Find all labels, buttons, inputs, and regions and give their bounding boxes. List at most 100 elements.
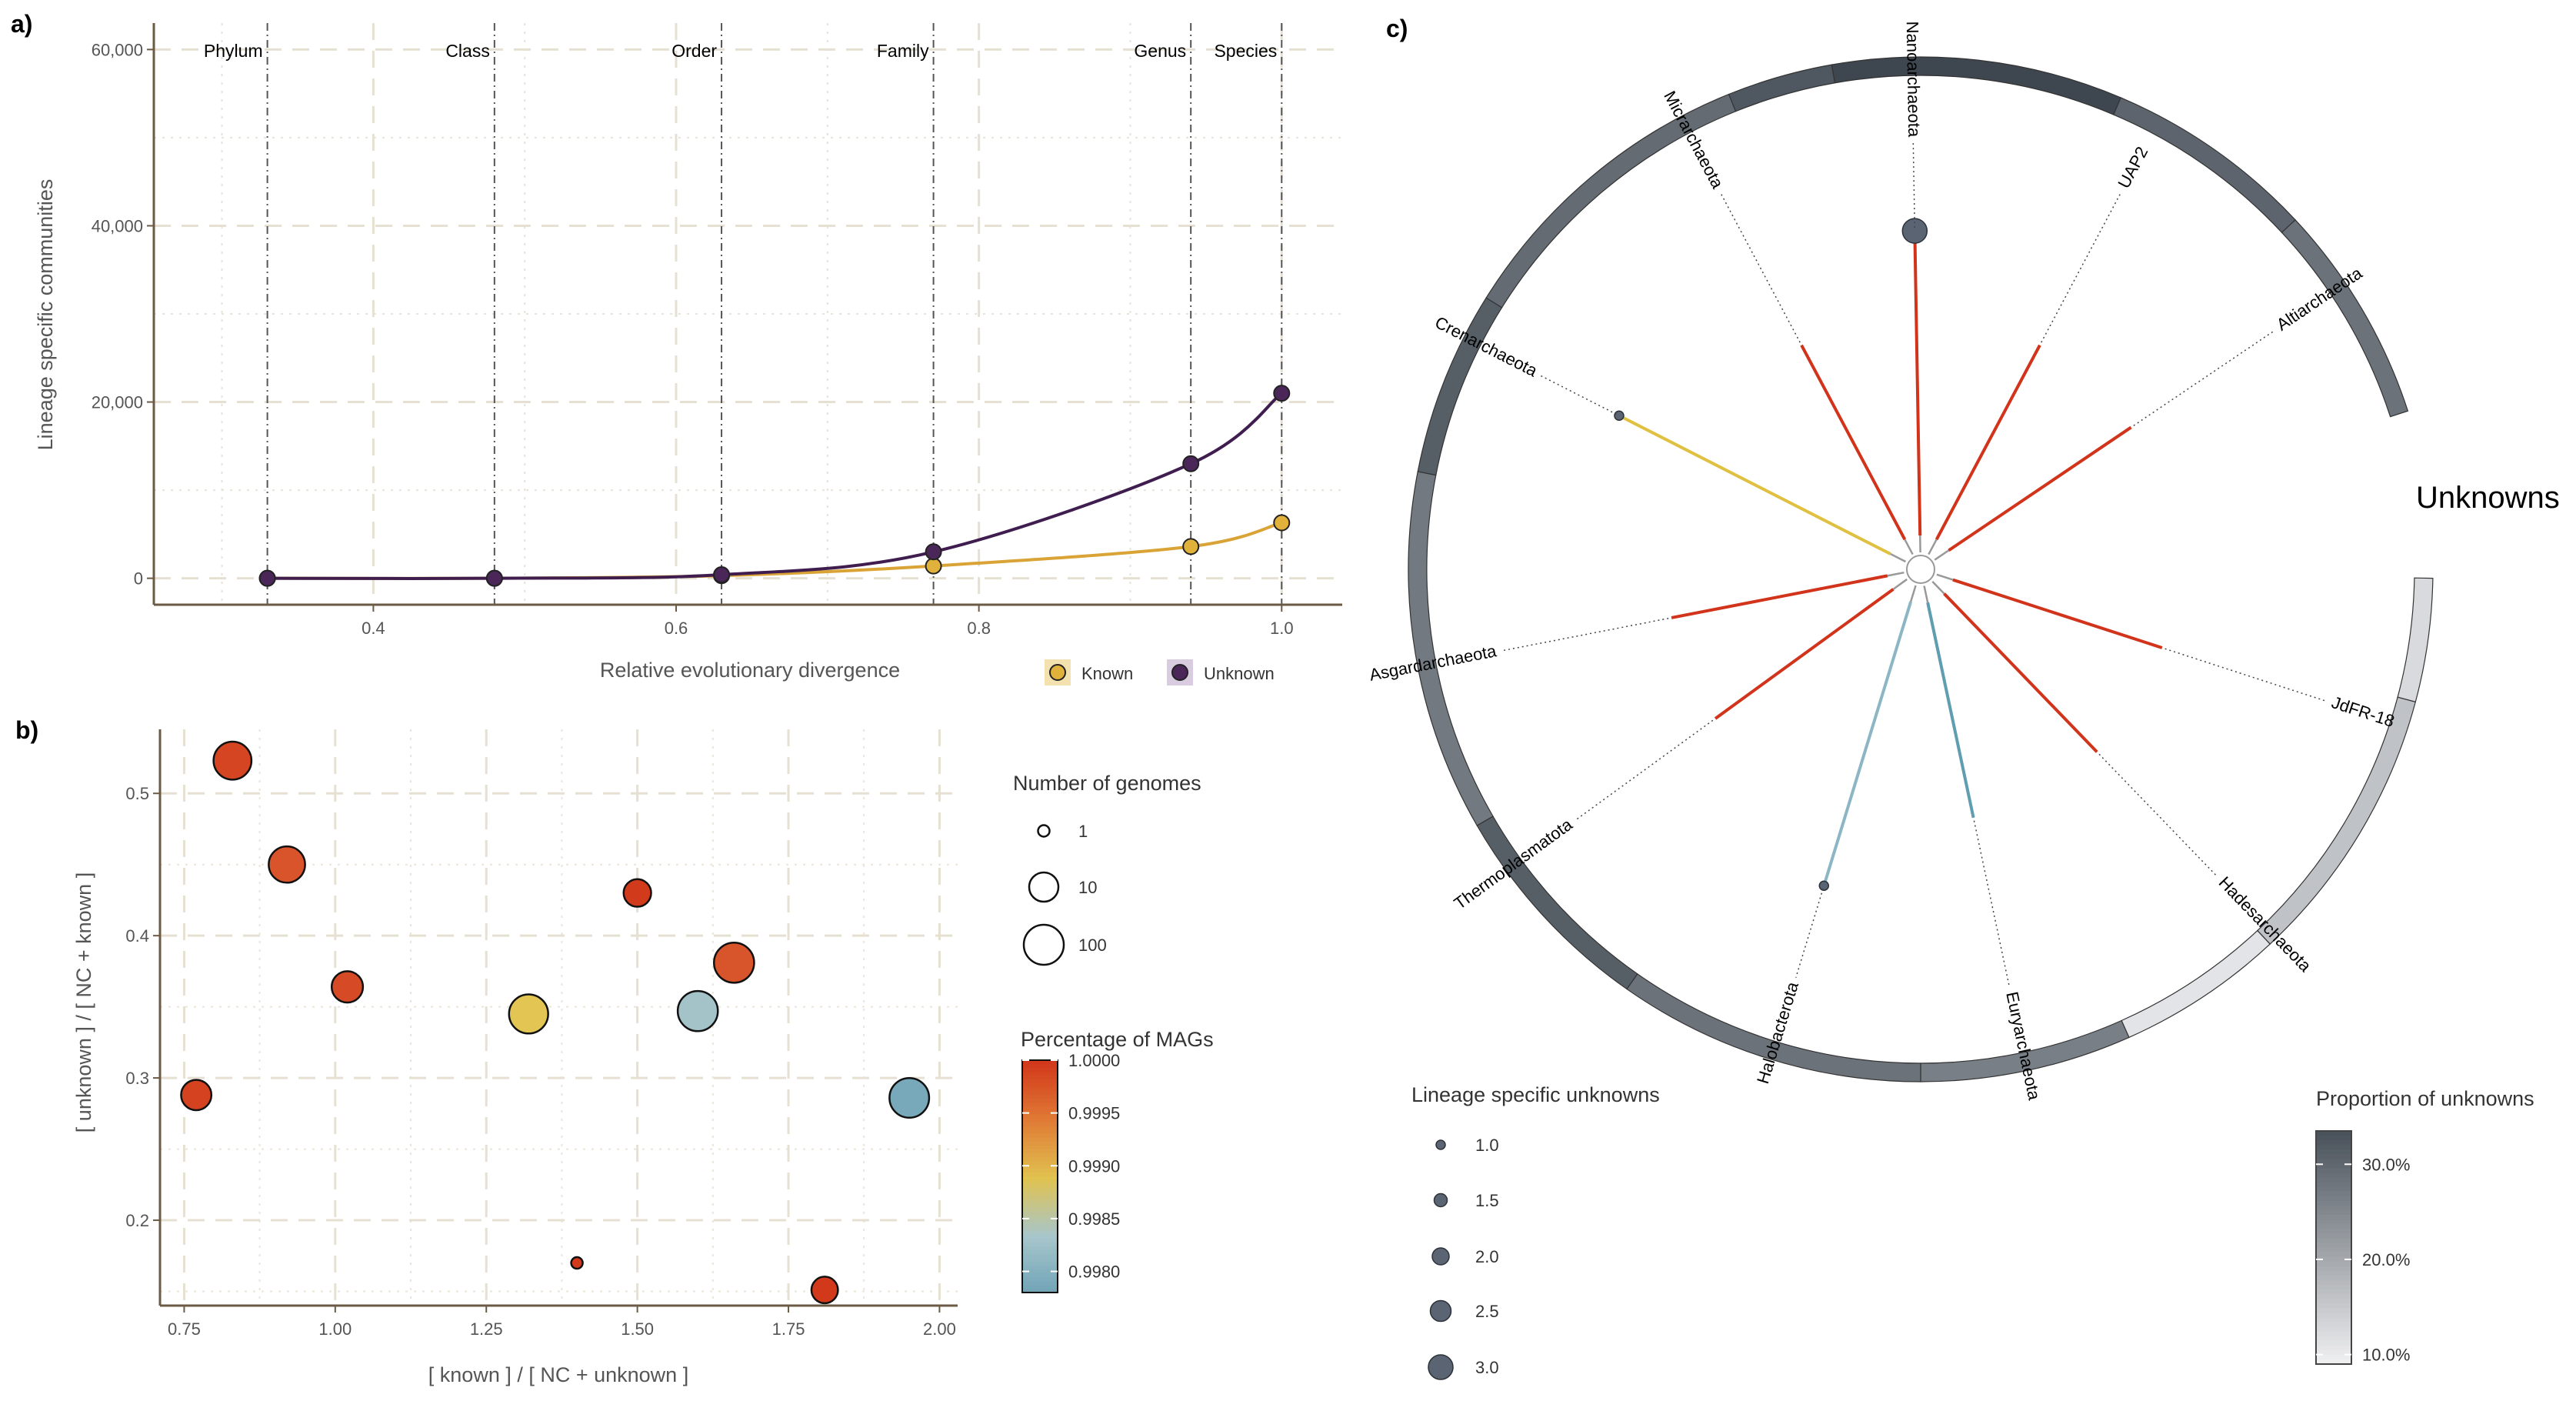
panel-c-color-legend-bar-segment <box>2316 1233 2351 1239</box>
panel-a-x-tick-label: 0.6 <box>665 619 688 638</box>
panel-b-color-legend-bar-segment <box>1022 1102 1058 1108</box>
panel-b-color-legend-bar-segment <box>1022 1129 1058 1135</box>
panel-a-x-axis-title: Relative evolutionary divergence <box>600 659 900 682</box>
panel-b-size-legend: Number of genomes 1 10 100 <box>1013 772 1201 966</box>
panel-c-color-legend-bar-segment <box>2316 1140 2351 1146</box>
panel-c-leader-line <box>1501 617 1669 652</box>
panel-b-grid <box>160 729 958 1306</box>
panel-a-y-tick-label: 0 <box>134 569 143 589</box>
panel-a-rank-label: Class <box>445 41 490 61</box>
panel-c-color-legend: Proportion of unknowns 30.0% 20.0% 10.0% <box>2315 1087 2534 1365</box>
panel-c-ring-title: Unknowns <box>2416 481 2560 515</box>
panel-c-color-legend-title: Proportion of unknowns <box>2316 1087 2534 1110</box>
panel-c-color-legend-bar-segment <box>2316 1308 2351 1314</box>
panel-a-legend: Known Unknown <box>1045 659 1275 685</box>
panel-c-size-legend: Lineage specific unknowns 1.0 1.5 2.0 2.5 3.… <box>1411 1083 1660 1380</box>
panel-c-branch <box>1913 231 1922 536</box>
panel-c-color-legend-bar-segment <box>2316 1168 2351 1174</box>
panel-c-inner-branch <box>1909 585 1917 602</box>
panel-b-color-legend: Percentage of MAGs 1.0000 0.9995 0.9990 0.9… <box>1021 1028 1214 1293</box>
panel-c-leader-line <box>1719 192 1801 343</box>
panel-b-color-legend-bar-segment <box>1022 1149 1058 1154</box>
panel-c-color-legend-bar-segment <box>2316 1238 2351 1244</box>
panel-c-tip-marker <box>1818 880 1830 891</box>
panel-a-y-axis-title: Lineage specific communities <box>34 179 57 451</box>
panel-a-point-unknown <box>1273 385 1291 402</box>
panel-a-x-tick-label: 0.4 <box>362 619 385 638</box>
panel-c-color-legend-bar-segment <box>2316 1336 2351 1342</box>
panel-a-point-unknown <box>1182 455 1200 472</box>
panel-c-size-legend-key <box>1435 1139 1446 1150</box>
panel-b-color-legend-label: 0.9995 <box>1068 1104 1120 1123</box>
panel-c-color-legend-bar-segment <box>2316 1275 2351 1281</box>
panel-c-leader-line <box>1973 820 2011 988</box>
panel-c-leader-line <box>2164 648 2328 702</box>
panel-c-color-legend-bar-segment <box>2316 1243 2351 1249</box>
panel-a-rank-lines: Phylum Class Order Family Genus Species <box>204 23 1283 605</box>
panel-a-y-tick-label: 40,000 <box>92 216 143 235</box>
panel-c-ring-segment <box>1831 56 2122 115</box>
panel-b-point <box>268 845 306 884</box>
panel-b-color-legend-bar-segment <box>1022 1215 1058 1220</box>
panel-c-tree-branches <box>1614 218 2163 891</box>
panel-b-size-legend-key <box>1028 871 1060 903</box>
panel-a-point-known <box>1273 514 1291 532</box>
panel-c-color-legend-label: 30.0% <box>2362 1155 2410 1174</box>
panel-b-size-legend-key <box>1022 923 1065 966</box>
panel-b-color-legend-label: 1.0000 <box>1068 1051 1120 1070</box>
panel-b-color-legend-bar-segment <box>1022 1284 1058 1289</box>
panel-a-rank-label: Species <box>1214 41 1277 61</box>
panel-b-x-tick-label: 1.00 <box>318 1319 352 1339</box>
panel-c-color-legend-bar-segment <box>2316 1229 2351 1235</box>
panel-c-color-legend-frame <box>2315 1130 2352 1365</box>
panel-c-branch <box>1948 425 2132 552</box>
panel-b-size-legend-label: 100 <box>1078 936 1107 955</box>
panel-c-ring-segment <box>2397 577 2434 703</box>
panel-b-color-legend-label: 0.9990 <box>1068 1156 1120 1176</box>
panel-b-x-tick-label: 2.00 <box>923 1319 956 1339</box>
panel-c-color-legend-bar-segment <box>2316 1219 2351 1226</box>
panel-c-inner-branch <box>1892 578 1908 590</box>
panel-c-branch <box>1671 574 1888 619</box>
panel-b-color-legend-bar-segment <box>1022 1145 1058 1150</box>
panel-c-size-legend-key <box>1433 1193 1448 1208</box>
panel-b-scatter-chart: 0.75 1.00 1.25 1.50 1.75 2.00 0.2 0.3 0.4 0.5 [ k… <box>72 729 1214 1386</box>
panel-a-point-unknown <box>258 569 276 587</box>
panel-b-color-legend-bar-segment <box>1022 1230 1058 1236</box>
panel-c-branch <box>1618 414 1891 555</box>
panel-a-rank-label: Phylum <box>204 41 263 61</box>
panel-c-color-legend-bar-segment <box>2316 1177 2351 1183</box>
panel-b-color-legend-bar-segment <box>1022 1280 1058 1286</box>
panel-b-point <box>712 941 755 984</box>
panel-c-taxon-label: Euryarchaeota <box>2002 990 2044 1102</box>
panel-c-color-legend-bar-segment <box>2316 1279 2351 1286</box>
panel-c-size-legend-label: 2.0 <box>1475 1247 1499 1266</box>
panel-c-color-legend-bar-segment <box>2316 1131 2351 1137</box>
panel-c-size-legend-key <box>1429 1299 1452 1323</box>
panel-b-color-legend-bar-segment <box>1022 1257 1058 1263</box>
panel-c-color-legend-bar-segment <box>2316 1136 2351 1142</box>
panel-b-color-legend-bar-segment <box>1022 1238 1058 1243</box>
panel-b-color-legend-bar-segment <box>1022 1137 1058 1142</box>
panel-c-branch <box>1926 602 1975 819</box>
panel-b-color-legend-bar-segment <box>1022 1261 1058 1266</box>
panel-b-color-legend-bar-segment <box>1022 1226 1058 1232</box>
panel-b-color-legend-bar-segment <box>1022 1188 1058 1193</box>
panel-c-size-legend-key <box>1428 1354 1454 1380</box>
panel-c-branch <box>1800 344 1907 541</box>
panel-b-color-legend-bar-segment <box>1022 1172 1058 1177</box>
panel-b-point <box>810 1276 839 1305</box>
panel-a-rank-label: Order <box>671 41 717 61</box>
panel-b-color-legend-bar-segment <box>1022 1164 1058 1169</box>
panel-b-color-legend-bar-segment <box>1022 1160 1058 1166</box>
panel-b-color-legend-bar-segment <box>1022 1249 1058 1255</box>
panel-b-point <box>508 993 549 1035</box>
panel-c-tag: c) <box>1386 15 1408 42</box>
panel-b-color-legend-bar-segment <box>1022 1091 1058 1096</box>
panel-a-x-tick-label: 1.0 <box>1270 619 1294 638</box>
panel-b-color-legend-bar-segment <box>1022 1242 1058 1247</box>
panel-c-taxon-label: Nanoarchaeota <box>1903 21 1925 138</box>
panel-b-color-legend-bar-segment <box>1022 1076 1058 1081</box>
panel-b-color-legend-frame <box>1021 1059 1058 1293</box>
